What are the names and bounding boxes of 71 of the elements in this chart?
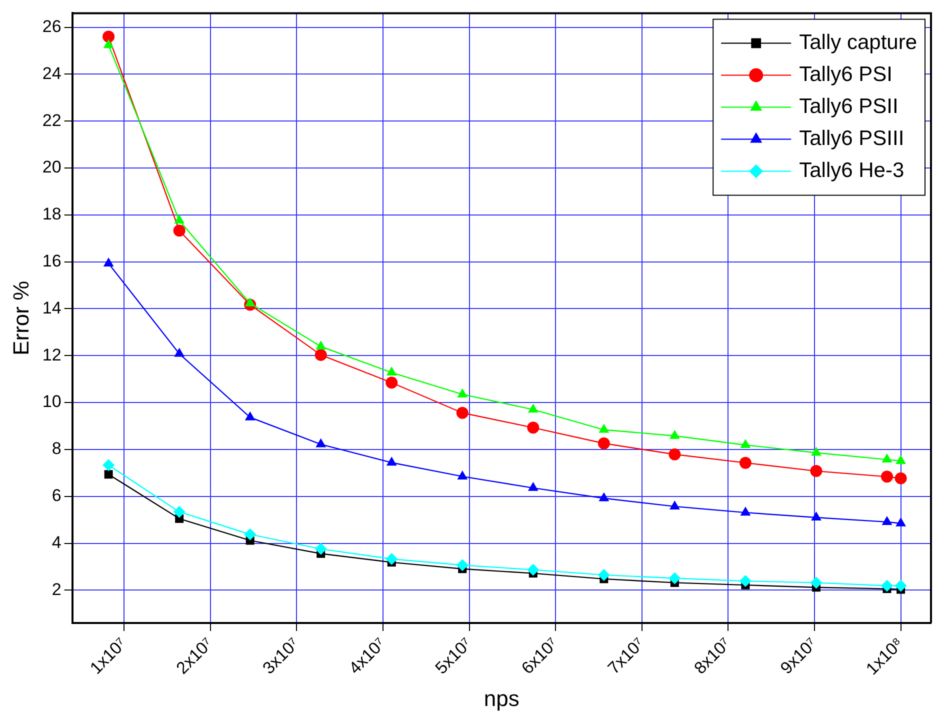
y-tick-label: 18 <box>42 204 62 224</box>
point <box>669 430 680 439</box>
point <box>739 575 752 588</box>
point <box>740 439 751 448</box>
point <box>316 438 326 448</box>
point <box>894 472 907 484</box>
point <box>668 448 681 460</box>
point <box>174 214 185 224</box>
point <box>104 470 113 479</box>
y-axis-title: Error % <box>8 280 34 356</box>
point <box>598 492 610 502</box>
point <box>103 39 114 48</box>
y-tick-label: 2 <box>52 580 62 599</box>
point <box>880 470 893 483</box>
point <box>527 564 540 576</box>
y-tick-label: 12 <box>42 345 62 364</box>
y-tick-label: 4 <box>52 532 62 552</box>
point <box>669 500 680 510</box>
y-tick-label: 6 <box>52 486 62 506</box>
legend-label: Tally6 PSIII <box>799 126 904 150</box>
y-tick-label: 10 <box>42 392 62 412</box>
point <box>598 568 610 581</box>
point <box>896 454 906 464</box>
point <box>882 454 892 463</box>
point <box>314 542 327 555</box>
point <box>882 516 892 525</box>
y-tick-label: 8 <box>52 439 62 458</box>
point <box>316 340 326 350</box>
point <box>244 411 256 420</box>
point <box>810 576 822 589</box>
legend-label: Tally6 He-3 <box>799 158 904 182</box>
point <box>173 506 186 518</box>
y-tick-label: 20 <box>42 158 62 177</box>
y-tick-label: 26 <box>42 16 62 36</box>
point <box>457 388 468 398</box>
point <box>598 437 610 450</box>
point <box>527 422 540 434</box>
point <box>528 404 538 413</box>
legend-label: Tally6 PSI <box>799 62 892 86</box>
point <box>174 348 185 357</box>
point <box>173 224 186 237</box>
point <box>314 348 327 361</box>
point <box>668 572 681 584</box>
point <box>244 297 256 306</box>
y-tick-label: 24 <box>42 64 62 83</box>
point <box>102 459 115 472</box>
point <box>896 517 906 526</box>
point <box>880 580 893 592</box>
point <box>811 446 822 456</box>
point <box>740 506 751 516</box>
y-tick-label: 16 <box>42 252 62 271</box>
x-axis-title: nps <box>484 686 520 711</box>
point <box>810 465 822 478</box>
point <box>457 470 468 480</box>
point <box>598 424 610 433</box>
legend-label: Tally6 PSII <box>799 94 898 118</box>
point <box>739 456 752 469</box>
point <box>244 528 256 540</box>
point <box>894 580 907 592</box>
point <box>456 406 468 419</box>
point <box>386 366 397 376</box>
point <box>456 559 468 572</box>
y-tick-label: 22 <box>42 110 62 130</box>
y-tick-label: 14 <box>42 298 62 318</box>
point <box>811 511 822 520</box>
point <box>386 376 398 389</box>
point <box>528 482 538 491</box>
point <box>386 553 398 566</box>
legend-label: Tally capture <box>799 30 917 54</box>
point <box>386 456 397 466</box>
point <box>103 257 114 266</box>
